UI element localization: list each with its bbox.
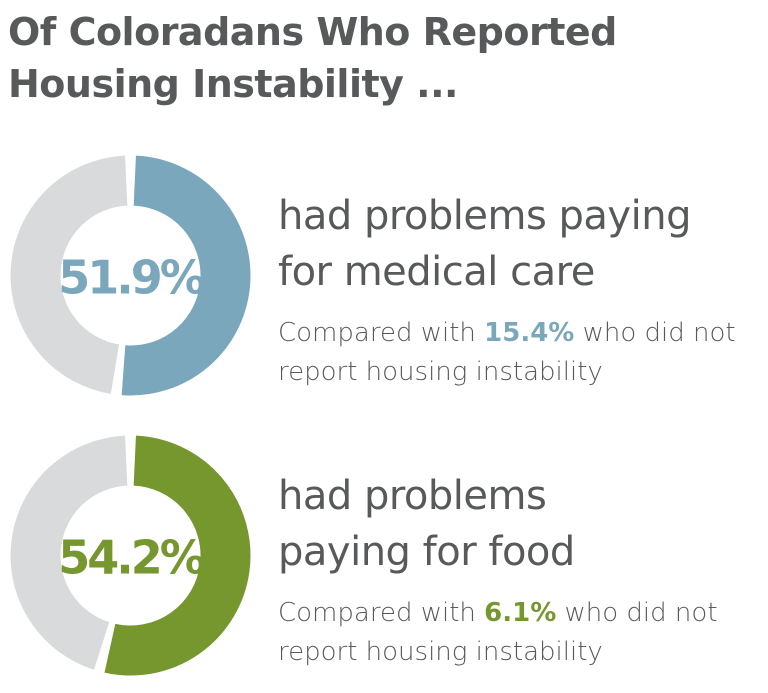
donut-segment bbox=[121, 155, 251, 396]
panel: 54.2% had problems paying for food Compared… bbox=[0, 433, 768, 693]
donut: 51.9% bbox=[10, 155, 251, 396]
title: Of Coloradans Who Reported Housing Insta… bbox=[8, 10, 617, 106]
note-prefix: Compared with bbox=[278, 598, 476, 628]
text-block: had problems paying for food Compared with… bbox=[278, 468, 748, 672]
note-suffix: who did not report housing instability bbox=[278, 598, 718, 667]
note: Compared with 6.1% who did not report ho… bbox=[278, 594, 748, 672]
caption-line: had problems paying bbox=[278, 193, 691, 239]
donut: 54.2% bbox=[10, 435, 251, 676]
center-label: 54.2% bbox=[58, 531, 204, 585]
donut-track bbox=[10, 155, 129, 394]
caption-line: for medical care bbox=[278, 249, 595, 295]
center-label: 51.9% bbox=[58, 251, 204, 305]
text-block: had problems paying for medical care Compa… bbox=[278, 188, 748, 392]
note-prefix: Compared with bbox=[278, 318, 476, 348]
note: Compared with 15.4% who did not report h… bbox=[278, 314, 748, 392]
caption-line: paying for food bbox=[278, 529, 575, 575]
donut-track bbox=[10, 435, 129, 670]
caption-line: had problems bbox=[278, 473, 547, 519]
note-suffix: who did not report housing instability bbox=[278, 318, 736, 387]
note-value: 6.1% bbox=[484, 598, 557, 628]
panel: 51.9% had problems paying for medical care… bbox=[0, 153, 768, 413]
donut-segment bbox=[104, 435, 251, 676]
note-value: 15.4% bbox=[484, 318, 575, 348]
